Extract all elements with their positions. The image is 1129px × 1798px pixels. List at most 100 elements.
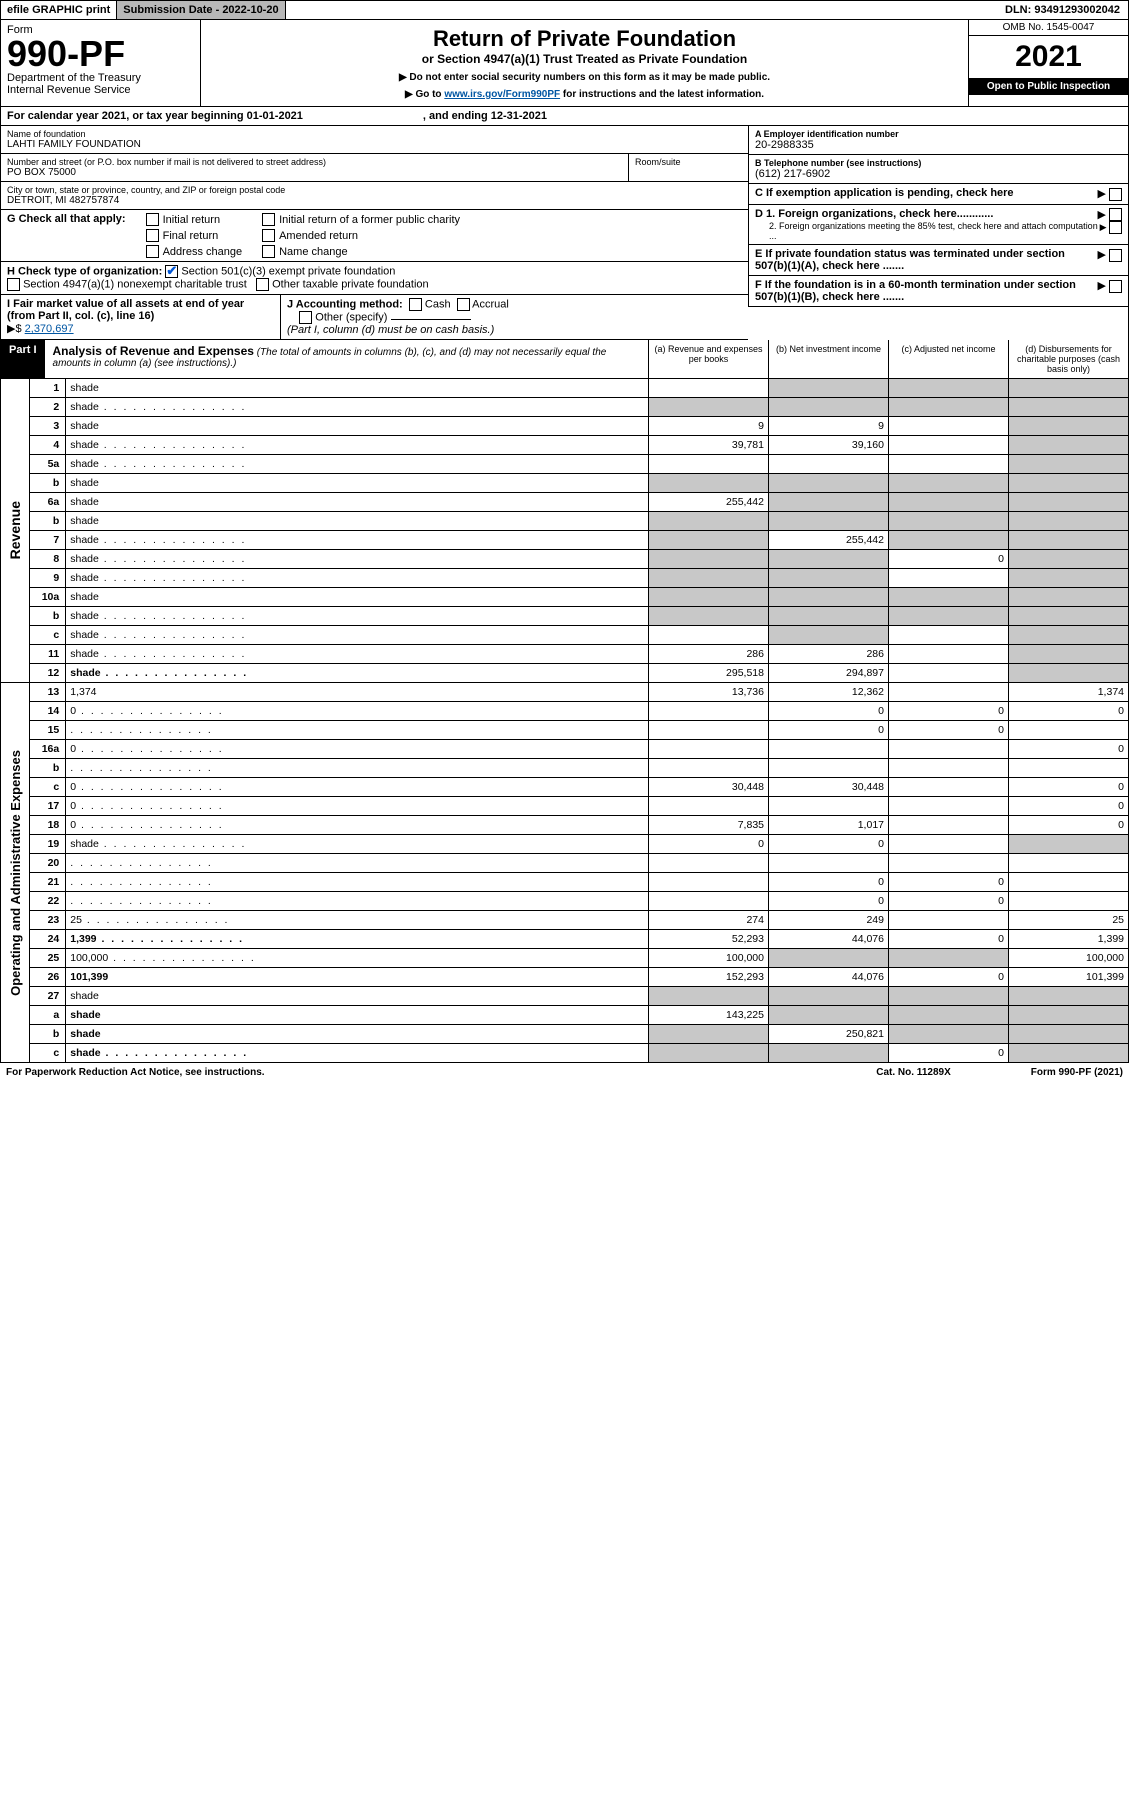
line-desc: shade	[66, 664, 649, 683]
paperwork-notice: For Paperwork Reduction Act Notice, see …	[6, 1067, 265, 1078]
form-number: 990-PF	[7, 36, 194, 72]
section-h: H Check type of organization: Section 50…	[0, 262, 748, 295]
line-number: 12	[30, 664, 66, 683]
amount-cell: 0	[889, 550, 1009, 569]
line-number: c	[30, 1044, 66, 1063]
line-number: 9	[30, 569, 66, 588]
line-desc: shade	[66, 474, 649, 493]
checkbox-amended[interactable]	[262, 229, 275, 242]
line-desc: 101,399	[66, 968, 649, 987]
amount-cell	[1009, 835, 1129, 854]
amount-cell	[889, 531, 1009, 550]
checkbox-501c3[interactable]	[165, 265, 178, 278]
amount-cell: 30,448	[649, 778, 769, 797]
inspection-label: Open to Public Inspection	[969, 78, 1128, 95]
amount-cell	[1009, 512, 1129, 531]
table-row: cshade	[30, 626, 1129, 645]
line-number: 10a	[30, 588, 66, 607]
checkbox-d2[interactable]	[1109, 221, 1122, 234]
line-number: 22	[30, 892, 66, 911]
amount-cell	[649, 379, 769, 398]
table-row: 10ashade	[30, 588, 1129, 607]
line-desc: 0	[66, 816, 649, 835]
amount-cell: 0	[1009, 816, 1129, 835]
line-desc: shade	[66, 398, 649, 417]
amount-cell	[649, 702, 769, 721]
amount-cell	[889, 987, 1009, 1006]
ein-value: 20-2988335	[755, 139, 1122, 151]
amount-cell	[889, 493, 1009, 512]
table-row: 3shade99	[30, 417, 1129, 436]
checkbox-4947[interactable]	[7, 278, 20, 291]
amount-cell	[769, 379, 889, 398]
amount-cell	[1009, 873, 1129, 892]
checkbox-f[interactable]	[1109, 280, 1122, 293]
efile-label[interactable]: efile GRAPHIC print	[1, 1, 116, 19]
line-number: 3	[30, 417, 66, 436]
amount-cell	[769, 740, 889, 759]
table-row: 27shade	[30, 987, 1129, 1006]
amount-cell	[889, 664, 1009, 683]
amount-cell: 250,821	[769, 1025, 889, 1044]
amount-cell	[1009, 721, 1129, 740]
amount-cell: 0	[769, 721, 889, 740]
checkbox-other[interactable]	[299, 311, 312, 324]
checkbox-e[interactable]	[1109, 249, 1122, 262]
amount-cell	[1009, 455, 1129, 474]
line-desc: shade	[66, 1044, 649, 1063]
amount-cell	[1009, 664, 1129, 683]
amount-cell	[889, 474, 1009, 493]
part1-header-row: Part I Analysis of Revenue and Expenses …	[0, 340, 1129, 379]
amount-cell	[769, 797, 889, 816]
line-desc	[66, 759, 649, 778]
amount-cell	[769, 949, 889, 968]
amount-cell	[1009, 550, 1129, 569]
form-link[interactable]: www.irs.gov/Form990PF	[444, 89, 560, 100]
table-row: 1700	[30, 797, 1129, 816]
line-desc: 0	[66, 702, 649, 721]
amount-cell: 44,076	[769, 930, 889, 949]
amount-cell: 39,781	[649, 436, 769, 455]
line-desc: shade	[66, 1006, 649, 1025]
expenses-table: 131,37413,73612,3621,374140000150016a00b…	[29, 683, 1129, 1063]
checkbox-namechange[interactable]	[262, 245, 275, 258]
amount-cell	[889, 778, 1009, 797]
section-g: G Check all that apply: Initial return F…	[0, 210, 748, 262]
checkbox-other-taxable[interactable]	[256, 278, 269, 291]
line-number: 19	[30, 835, 66, 854]
amount-cell	[649, 987, 769, 1006]
amount-cell	[769, 854, 889, 873]
amount-cell	[769, 1006, 889, 1025]
line-number: 17	[30, 797, 66, 816]
checkbox-cash[interactable]	[409, 298, 422, 311]
checkbox-address[interactable]	[146, 245, 159, 258]
line-number: 14	[30, 702, 66, 721]
cat-no: Cat. No. 11289X	[876, 1067, 950, 1078]
checkbox-accrual[interactable]	[457, 298, 470, 311]
amount-cell	[769, 512, 889, 531]
col-b-header: (b) Net investment income	[768, 340, 888, 378]
phone-label: B Telephone number (see instructions)	[755, 158, 1122, 168]
checkbox-c[interactable]	[1109, 188, 1122, 201]
line-number: b	[30, 474, 66, 493]
line-number: c	[30, 626, 66, 645]
fmv-value[interactable]: 2,370,697	[25, 323, 74, 335]
amount-cell	[1009, 759, 1129, 778]
dln: DLN: 93491293002042	[997, 1, 1128, 19]
amount-cell	[649, 455, 769, 474]
checkbox-initial[interactable]	[146, 213, 159, 226]
amount-cell	[769, 455, 889, 474]
amount-cell	[889, 569, 1009, 588]
calendar-year-row: For calendar year 2021, or tax year begi…	[0, 107, 1129, 126]
amount-cell: 0	[1009, 702, 1129, 721]
table-row: 140000	[30, 702, 1129, 721]
amount-cell: 295,518	[649, 664, 769, 683]
line-number: 11	[30, 645, 66, 664]
checkbox-former[interactable]	[262, 213, 275, 226]
checkbox-final[interactable]	[146, 229, 159, 242]
amount-cell	[1009, 1044, 1129, 1063]
table-row: 232527424925	[30, 911, 1129, 930]
checkbox-d1[interactable]	[1109, 208, 1122, 221]
amount-cell	[649, 797, 769, 816]
line-number: 8	[30, 550, 66, 569]
